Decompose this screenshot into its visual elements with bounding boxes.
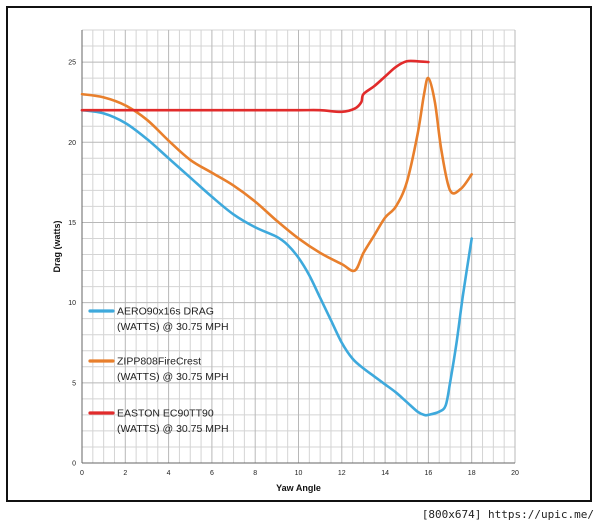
y-tick-label: 20: [68, 140, 76, 147]
x-tick-label: 2: [123, 470, 127, 477]
y-tick-label: 5: [72, 380, 76, 387]
watermark-text: [800x674] https://upic.me/: [421, 508, 594, 521]
legend-label-3-line2: (WATTS) @ 30.75 MPH: [117, 423, 229, 435]
series-line-3: [80, 59, 430, 114]
x-axis-title: Yaw Angle: [276, 483, 321, 493]
legend-label-2-line2: (WATTS) @ 30.75 MPH: [117, 371, 229, 383]
y-tick-labels: 0 5 10 15 20 25: [68, 60, 76, 468]
drag-chart: 0 2 4 6 8 10 12 14 16 18 20 0 5 10 15 20 25 Yaw Angle D…: [52, 29, 519, 493]
series-lines: [80, 59, 473, 417]
y-axis-title: Drag (watts): [52, 220, 62, 272]
grid-minor: [82, 29, 515, 463]
x-tick-label: 18: [468, 470, 476, 477]
x-tick-label: 4: [167, 470, 171, 477]
y-tick-label: 0: [72, 461, 76, 468]
series-line-1: [80, 108, 473, 417]
x-tick-label: 14: [381, 470, 389, 477]
grid-major: [81, 30, 516, 464]
y-tick-label: 10: [68, 300, 76, 307]
legend: AERO90x16s DRAG (WATTS) @ 30.75 MPH ZIPP80…: [88, 306, 229, 435]
x-tick-labels: 0 2 4 6 8 10 12 14 16 18 20: [80, 470, 519, 477]
x-tick-label: 8: [253, 470, 257, 477]
chart-frame: 0 2 4 6 8 10 12 14 16 18 20 0 5 10 15 20 25 Yaw Angle D…: [6, 6, 592, 502]
legend-label-1-line2: (WATTS) @ 30.75 MPH: [117, 321, 229, 333]
y-tick-label: 15: [68, 220, 76, 227]
x-tick-label: 16: [425, 470, 433, 477]
x-tick-label: 10: [295, 470, 303, 477]
legend-label-1: AERO90x16s DRAG: [117, 306, 214, 318]
axes: [81, 30, 515, 464]
y-tick-label: 25: [68, 60, 76, 67]
legend-label-2: ZIPP808FireCrest: [117, 356, 201, 368]
x-tick-label: 12: [338, 470, 346, 477]
x-tick-label: 20: [511, 470, 519, 477]
x-tick-label: 6: [210, 470, 214, 477]
legend-label-3: EASTON EC90TT90: [117, 408, 214, 420]
series-line-2: [80, 76, 473, 273]
x-tick-label: 0: [80, 470, 84, 477]
